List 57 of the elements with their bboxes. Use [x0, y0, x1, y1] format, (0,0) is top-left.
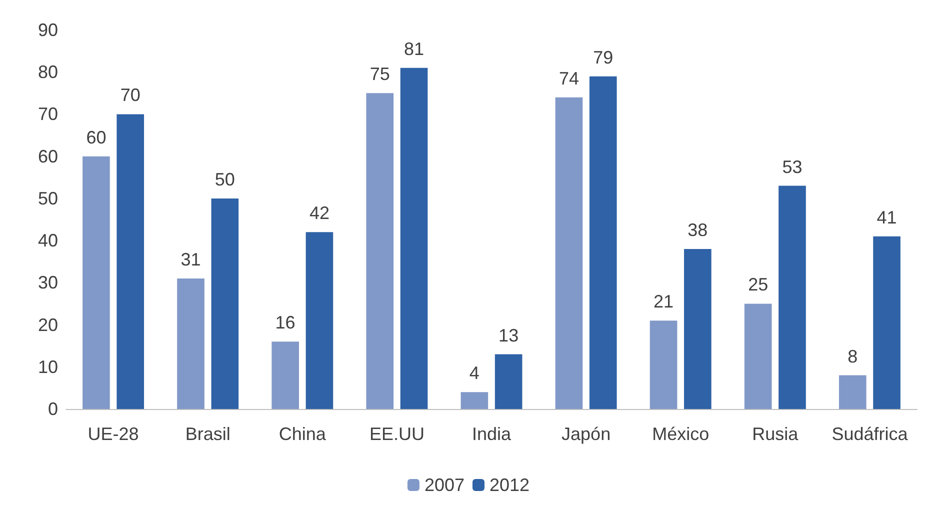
data-label: 74 — [558, 68, 579, 88]
data-label: 50 — [214, 169, 235, 190]
bar — [306, 232, 334, 409]
bar — [873, 236, 900, 409]
bar — [211, 198, 239, 409]
x-tick-label: Japón — [562, 424, 611, 444]
data-label: 13 — [498, 325, 519, 346]
data-label: 8 — [848, 346, 858, 366]
y-tick-label: 10 — [38, 356, 58, 377]
data-label: 4 — [469, 363, 480, 384]
bar — [366, 93, 394, 409]
bar — [116, 114, 144, 409]
data-label: 81 — [404, 38, 424, 59]
data-label: 53 — [782, 156, 802, 177]
data-label: 60 — [86, 127, 106, 148]
bar — [272, 342, 299, 409]
y-tick-label: 30 — [38, 272, 58, 293]
data-label: 38 — [688, 220, 708, 240]
y-tick-label: 0 — [48, 399, 58, 419]
y-tick-label: 20 — [38, 314, 58, 335]
bar — [177, 278, 204, 409]
bar — [684, 248, 712, 409]
data-label: 31 — [180, 249, 201, 270]
bar — [778, 186, 806, 409]
y-tick-label: 50 — [38, 188, 58, 208]
bar — [744, 304, 772, 409]
data-label: 70 — [120, 85, 140, 106]
y-tick-label: 40 — [38, 230, 58, 251]
x-tick-label: UE-28 — [88, 424, 139, 444]
bar — [494, 354, 522, 409]
x-tick-label: México — [652, 424, 710, 444]
legend-label: 2012 — [490, 475, 530, 495]
x-tick-label: EE.UU — [369, 424, 424, 444]
data-label: 42 — [309, 203, 330, 224]
bar — [589, 76, 617, 409]
x-tick-label: China — [278, 424, 327, 444]
x-tick-label: India — [472, 424, 512, 444]
bar — [400, 68, 428, 409]
y-tick-label: 70 — [38, 104, 58, 124]
y-tick-label: 90 — [38, 20, 58, 40]
bar — [650, 320, 678, 409]
legend-label: 2007 — [424, 475, 465, 495]
data-label: 25 — [748, 274, 768, 295]
x-tick-label: Sudáfrica — [832, 424, 909, 444]
x-tick-label: Brasil — [185, 424, 230, 444]
data-label: 75 — [370, 64, 390, 84]
data-label: 21 — [654, 292, 674, 312]
data-label: 41 — [876, 207, 897, 228]
y-tick-label: 60 — [38, 146, 58, 166]
bar — [555, 97, 583, 409]
bar — [838, 375, 866, 409]
data-label: 16 — [275, 312, 296, 333]
x-tick-label: Rusia — [752, 424, 800, 444]
bar — [82, 156, 110, 409]
bar — [460, 392, 488, 409]
data-label: 79 — [593, 47, 614, 68]
y-tick-label: 80 — [38, 62, 58, 82]
